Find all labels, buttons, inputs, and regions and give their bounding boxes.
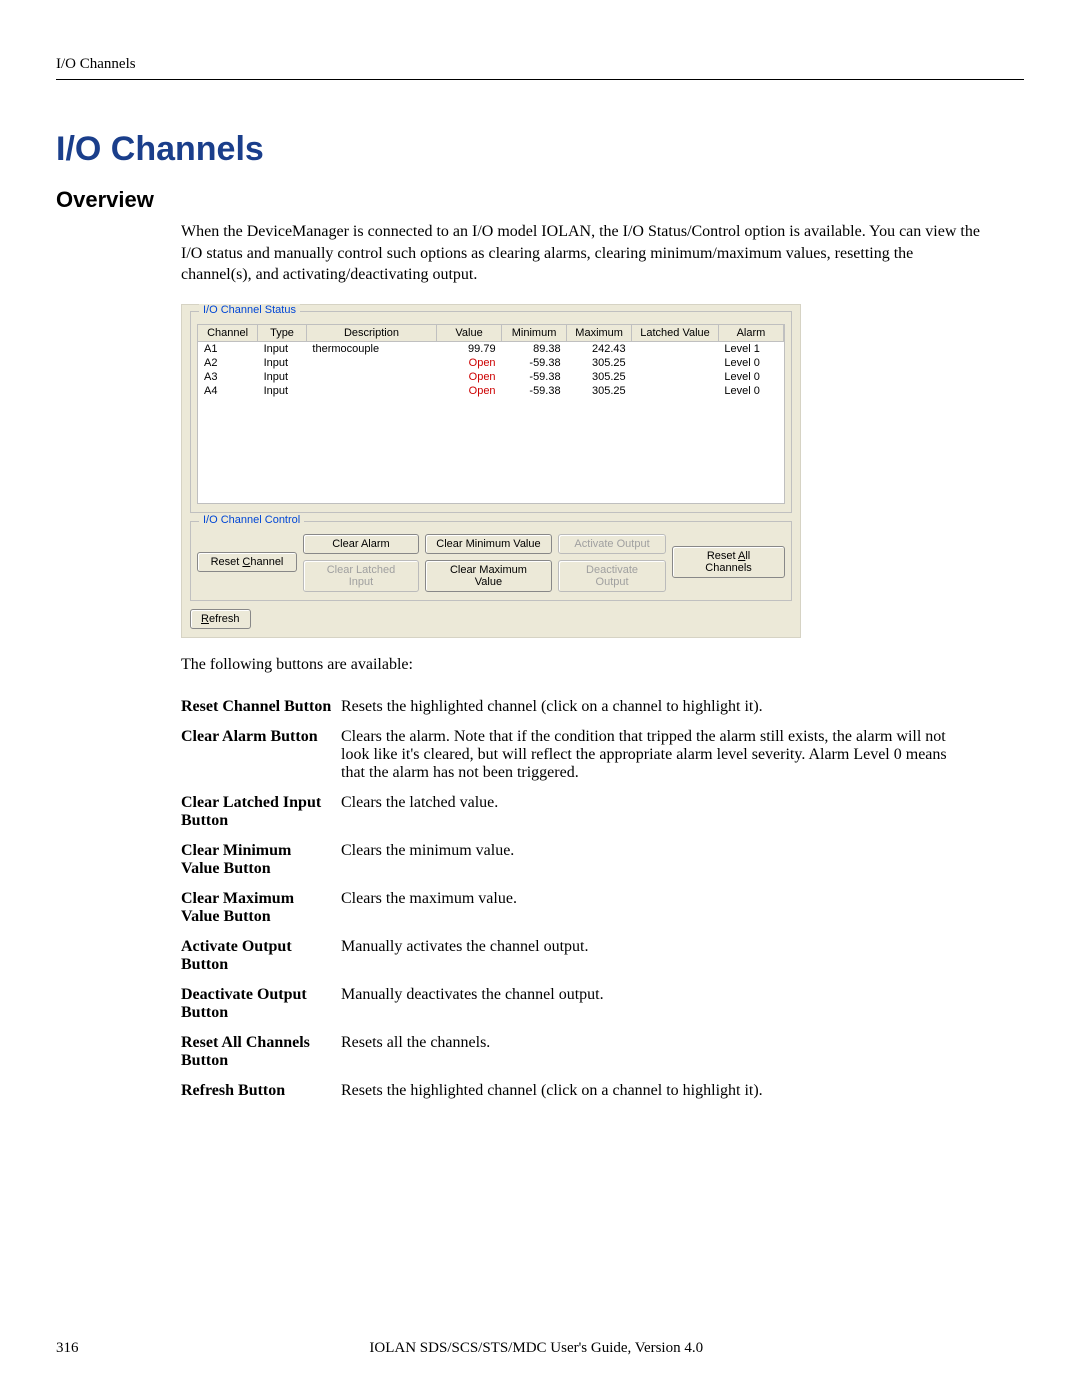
table-cell: [632, 341, 719, 356]
column-header: Alarm: [718, 325, 783, 342]
table-cell: Input: [258, 370, 307, 384]
io-channel-control-group: I/O Channel Control Reset Channel Clear …: [190, 521, 792, 601]
table-cell: A1: [198, 341, 258, 356]
definition-row: Refresh ButtonResets the highlighted cha…: [181, 1076, 974, 1106]
table-cell: [632, 356, 719, 370]
definition-term: Activate Output Button: [181, 932, 341, 980]
definition-description: Resets all the channels.: [341, 1028, 974, 1076]
definition-row: Clear Alarm ButtonClears the alarm. Note…: [181, 722, 974, 788]
following-text: The following buttons are available:: [181, 656, 1024, 674]
column-header: Description: [306, 325, 436, 342]
table-cell: A3: [198, 370, 258, 384]
io-channel-status-group: I/O Channel Status ChannelTypeDescriptio…: [190, 311, 792, 513]
column-header: Type: [258, 325, 307, 342]
definition-row: Clear Minimum Value ButtonClears the min…: [181, 836, 974, 884]
button-definitions: Reset Channel ButtonResets the highlight…: [181, 692, 974, 1106]
definition-description: Clears the alarm. Note that if the condi…: [341, 722, 974, 788]
table-cell: Input: [258, 384, 307, 398]
definition-term: Clear Alarm Button: [181, 722, 341, 788]
table-cell: Level 0: [718, 356, 783, 370]
clear-maximum-value-button[interactable]: Clear Maximum Value: [425, 560, 552, 592]
definition-description: Clears the latched value.: [341, 788, 974, 836]
deactivate-output-button[interactable]: Deactivate Output: [558, 560, 666, 592]
definition-term: Clear Latched Input Button: [181, 788, 341, 836]
overview-paragraph: When the DeviceManager is connected to a…: [181, 221, 984, 286]
table-cell: Level 0: [718, 370, 783, 384]
definition-row: Clear Maximum Value ButtonClears the max…: [181, 884, 974, 932]
definition-row: Reset All Channels ButtonResets all the …: [181, 1028, 974, 1076]
table-cell: [306, 356, 436, 370]
table-cell: 305.25: [567, 356, 632, 370]
table-cell: 99.79: [437, 341, 502, 356]
definition-row: Deactivate Output ButtonManually deactiv…: [181, 980, 974, 1028]
table-cell: -59.38: [502, 356, 567, 370]
definition-term: Deactivate Output Button: [181, 980, 341, 1028]
definition-row: Activate Output ButtonManually activates…: [181, 932, 974, 980]
running-header: I/O Channels: [56, 56, 1024, 80]
column-header: Channel: [198, 325, 258, 342]
column-header: Value: [437, 325, 502, 342]
column-header: Latched Value: [632, 325, 719, 342]
page-number: 316: [56, 1340, 79, 1357]
clear-latched-input-button[interactable]: Clear Latched Input: [303, 560, 419, 592]
table-cell: thermocouple: [306, 341, 436, 356]
column-header: Minimum: [502, 325, 567, 342]
page-title: I/O Channels: [56, 130, 1024, 169]
table-cell: A2: [198, 356, 258, 370]
definition-row: Reset Channel ButtonResets the highlight…: [181, 692, 974, 722]
table-cell: Open: [437, 384, 502, 398]
table-cell: 242.43: [567, 341, 632, 356]
table-row[interactable]: A2Input Open-59.38305.25 Level 0: [198, 356, 784, 370]
table-cell: 305.25: [567, 370, 632, 384]
table-row[interactable]: A1Inputthermocouple99.7989.38242.43 Level…: [198, 341, 784, 356]
page-footer: 316 IOLAN SDS/SCS/STS/MDC User's Guide, …: [56, 1340, 1024, 1357]
table-cell: [306, 370, 436, 384]
table-cell: -59.38: [502, 384, 567, 398]
definition-description: Resets the highlighted channel (click on…: [341, 692, 974, 722]
definition-term: Refresh Button: [181, 1076, 341, 1106]
definition-row: Clear Latched Input ButtonClears the lat…: [181, 788, 974, 836]
table-cell: 89.38: [502, 341, 567, 356]
clear-minimum-value-button[interactable]: Clear Minimum Value: [425, 534, 552, 554]
section-heading: Overview: [56, 187, 1024, 213]
table-row[interactable]: A3Input Open-59.38305.25 Level 0: [198, 370, 784, 384]
table-cell: [632, 384, 719, 398]
activate-output-button[interactable]: Activate Output: [558, 534, 666, 554]
reset-channel-button[interactable]: Reset Channel: [197, 552, 297, 572]
table-cell: [306, 384, 436, 398]
io-panel-screenshot: I/O Channel Status ChannelTypeDescriptio…: [181, 304, 801, 638]
table-row[interactable]: A4Input Open-59.38305.25 Level 0: [198, 384, 784, 398]
table-cell: Input: [258, 341, 307, 356]
status-legend: I/O Channel Status: [199, 304, 300, 316]
definition-term: Clear Minimum Value Button: [181, 836, 341, 884]
doc-title-footer: IOLAN SDS/SCS/STS/MDC User's Guide, Vers…: [79, 1340, 995, 1357]
refresh-button[interactable]: Refresh: [190, 609, 251, 629]
definition-description: Resets the highlighted channel (click on…: [341, 1076, 974, 1106]
definition-description: Clears the maximum value.: [341, 884, 974, 932]
column-header: Maximum: [567, 325, 632, 342]
table-cell: Open: [437, 370, 502, 384]
table-cell: [632, 370, 719, 384]
definition-term: Clear Maximum Value Button: [181, 884, 341, 932]
table-cell: 305.25: [567, 384, 632, 398]
status-grid: ChannelTypeDescriptionValueMinimumMaximu…: [197, 324, 785, 504]
definition-term: Reset Channel Button: [181, 692, 341, 722]
table-cell: Level 0: [718, 384, 783, 398]
reset-all-channels-button[interactable]: Reset All Channels: [672, 546, 785, 578]
table-cell: Input: [258, 356, 307, 370]
table-cell: A4: [198, 384, 258, 398]
definition-term: Reset All Channels Button: [181, 1028, 341, 1076]
table-cell: -59.38: [502, 370, 567, 384]
definition-description: Clears the minimum value.: [341, 836, 974, 884]
table-cell: Level 1: [718, 341, 783, 356]
table-cell: Open: [437, 356, 502, 370]
clear-alarm-button[interactable]: Clear Alarm: [303, 534, 419, 554]
definition-description: Manually deactivates the channel output.: [341, 980, 974, 1028]
definition-description: Manually activates the channel output.: [341, 932, 974, 980]
control-legend: I/O Channel Control: [199, 514, 304, 526]
